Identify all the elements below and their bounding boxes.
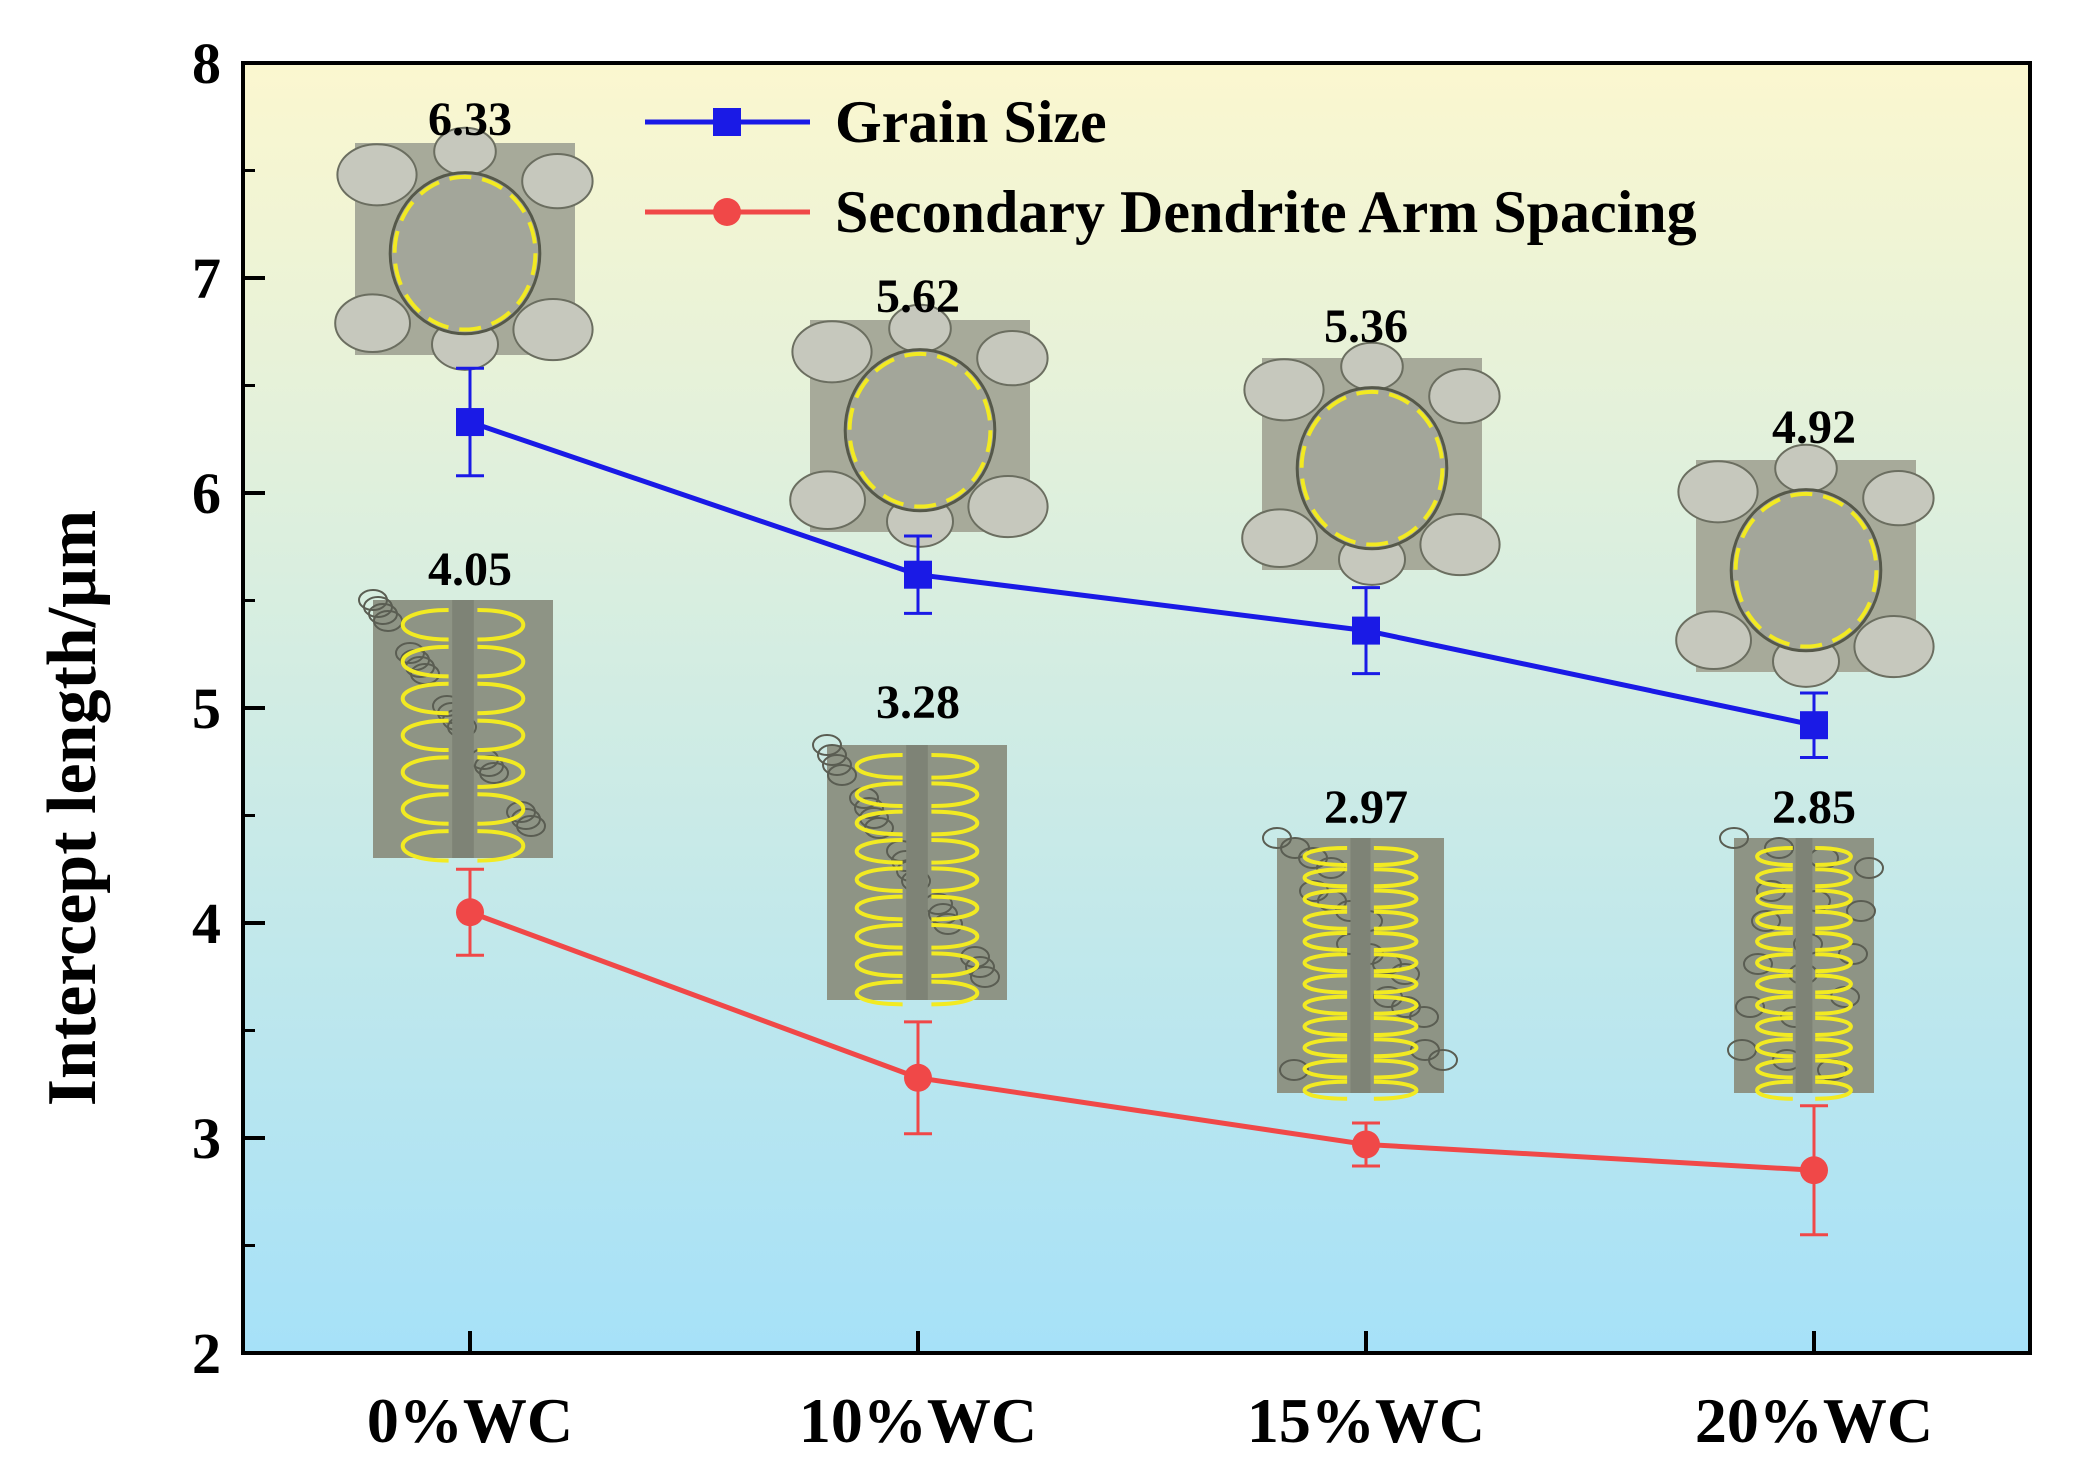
y-axis-title: Intercept length/μm xyxy=(34,510,111,1106)
data-label: 2.85 xyxy=(1772,781,1856,834)
series-line xyxy=(469,419,1815,728)
y-tick-label: 3 xyxy=(192,1106,221,1171)
y-tick-label: 6 xyxy=(192,461,221,526)
grain-micrograph-icon xyxy=(1241,341,1501,586)
dendrite-micrograph-icon xyxy=(1262,827,1458,1101)
data-point xyxy=(1800,711,1828,740)
data-label: 5.62 xyxy=(876,270,960,323)
data-label: 5.36 xyxy=(1324,300,1408,353)
legend-marker xyxy=(713,198,741,226)
grain-micrograph-icon xyxy=(789,303,1049,548)
legend-label: Grain Size xyxy=(835,89,1107,155)
series-1 xyxy=(456,867,1828,1237)
y-tick-label: 4 xyxy=(192,891,221,956)
legend-label: Secondary Dendrite Arm Spacing xyxy=(835,179,1697,245)
dendrite-micrograph-icon xyxy=(812,734,1007,1007)
dendrite-micrograph-icon xyxy=(358,589,553,863)
legend-item-0: Grain Size xyxy=(645,89,1107,155)
data-label: 4.05 xyxy=(428,543,512,596)
y-tick-label: 8 xyxy=(192,31,221,96)
data-point xyxy=(1800,1156,1828,1185)
grain-micrograph-icon xyxy=(1675,443,1935,688)
x-tick-label: 10%WC xyxy=(799,1385,1037,1456)
y-tick-label: 7 xyxy=(192,246,221,311)
legend-marker xyxy=(713,108,741,136)
y-tick-label: 2 xyxy=(192,1321,221,1386)
x-tick-label: 20%WC xyxy=(1695,1385,1933,1456)
data-label: 4.92 xyxy=(1772,401,1856,454)
x-tick-label: 15%WC xyxy=(1247,1385,1485,1456)
data-label: 3.28 xyxy=(876,676,960,729)
data-label: 6.33 xyxy=(428,93,512,146)
y-tick-label: 5 xyxy=(192,676,221,741)
data-point xyxy=(456,898,484,927)
data-point xyxy=(456,408,484,437)
series-line xyxy=(469,909,1815,1173)
data-point xyxy=(1352,616,1380,645)
legend-item-1: Secondary Dendrite Arm Spacing xyxy=(645,179,1697,245)
grain-micrograph-icon xyxy=(334,126,594,371)
dendrite-micrograph-icon xyxy=(1719,827,1884,1101)
series-0 xyxy=(456,366,1828,759)
data-point xyxy=(904,560,932,589)
x-tick-label: 0%WC xyxy=(367,1385,573,1456)
data-point xyxy=(1352,1130,1380,1159)
data-label: 2.97 xyxy=(1324,781,1408,834)
data-point xyxy=(904,1063,932,1092)
